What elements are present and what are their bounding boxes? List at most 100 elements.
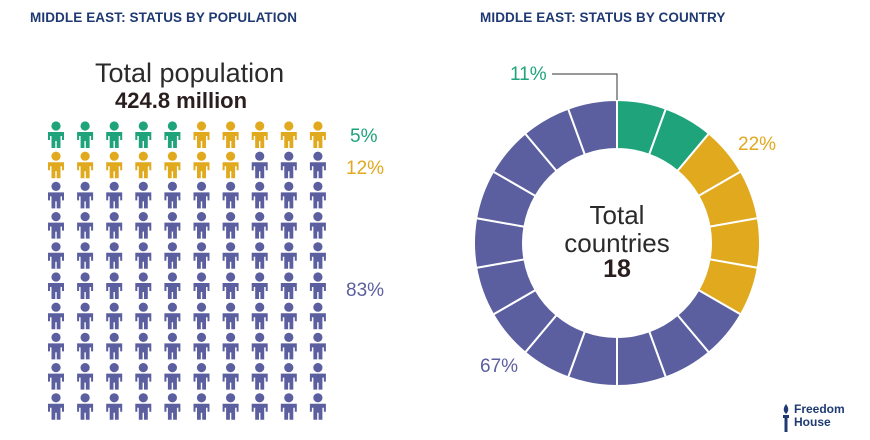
person-icon bbox=[309, 212, 326, 239]
person-icon bbox=[251, 151, 268, 179]
person-icon bbox=[135, 151, 152, 179]
person-icon bbox=[135, 393, 152, 420]
population-not-free-percent: 83% bbox=[346, 280, 385, 301]
person-icon bbox=[164, 121, 181, 148]
person-icon bbox=[48, 212, 64, 239]
person-icon bbox=[106, 363, 123, 390]
person-icon bbox=[222, 332, 239, 360]
population-pictograph bbox=[48, 121, 326, 420]
person-icon bbox=[222, 212, 239, 239]
total-countries-label-line1: Total bbox=[589, 200, 645, 230]
person-icon bbox=[77, 212, 94, 239]
person-icon bbox=[164, 363, 181, 390]
person-icon bbox=[222, 302, 239, 330]
total-population-value: 424.8 million bbox=[115, 88, 248, 113]
person-icon bbox=[135, 242, 152, 269]
person-icon bbox=[309, 302, 326, 330]
person-icon bbox=[251, 181, 268, 209]
total-countries-count: 18 bbox=[603, 255, 631, 283]
population-free-percent: 5% bbox=[350, 126, 378, 147]
person-icon bbox=[222, 242, 239, 269]
person-icon bbox=[77, 121, 94, 148]
person-icon bbox=[106, 272, 123, 299]
person-icon bbox=[251, 272, 268, 299]
person-icon bbox=[309, 242, 326, 269]
person-icon bbox=[309, 272, 326, 299]
person-icon bbox=[222, 363, 239, 390]
person-icon bbox=[164, 302, 181, 330]
population-partly-free-percent: 12% bbox=[346, 158, 385, 179]
person-icon bbox=[222, 181, 239, 209]
person-icon bbox=[77, 393, 94, 420]
freedom-house-logo: Freedom House bbox=[780, 403, 860, 435]
person-icon bbox=[309, 393, 326, 420]
person-icon bbox=[222, 272, 239, 299]
person-icon bbox=[193, 332, 210, 360]
person-icon bbox=[77, 332, 94, 360]
person-icon bbox=[164, 181, 181, 209]
person-icon bbox=[77, 242, 94, 269]
country-not-free-percent: 67% bbox=[480, 356, 519, 377]
person-icon bbox=[135, 121, 152, 148]
person-icon bbox=[48, 242, 64, 269]
person-icon bbox=[106, 181, 123, 209]
person-icon bbox=[193, 212, 210, 239]
person-icon bbox=[280, 212, 297, 239]
person-icon bbox=[280, 332, 297, 360]
person-icon bbox=[280, 151, 297, 179]
person-icon bbox=[193, 302, 210, 330]
person-icon bbox=[222, 393, 239, 420]
person-icon bbox=[48, 302, 64, 330]
total-population-label: Total population bbox=[95, 58, 285, 88]
person-icon bbox=[164, 212, 181, 239]
person-icon bbox=[135, 332, 152, 360]
person-icon bbox=[251, 242, 268, 269]
person-icon bbox=[48, 121, 64, 148]
person-icon bbox=[280, 121, 297, 148]
country-free-percent: 11% bbox=[510, 64, 547, 85]
total-countries-label-line2: countries bbox=[564, 228, 670, 258]
logo-line1: Freedom bbox=[794, 402, 845, 416]
person-icon bbox=[77, 302, 94, 330]
person-icon bbox=[48, 393, 64, 420]
country-panel-title: MIDDLE EAST: STATUS BY COUNTRY bbox=[480, 10, 726, 25]
person-icon bbox=[193, 121, 210, 148]
person-icon bbox=[106, 212, 123, 239]
person-icon bbox=[251, 302, 268, 330]
person-icon bbox=[222, 121, 239, 148]
person-icon bbox=[193, 181, 210, 209]
person-icon bbox=[135, 363, 152, 390]
person-icon bbox=[106, 121, 123, 148]
person-icon bbox=[309, 181, 326, 209]
person-icon bbox=[48, 272, 64, 299]
person-icon bbox=[280, 242, 297, 269]
free-leader-line bbox=[552, 73, 618, 100]
person-icon bbox=[251, 393, 268, 420]
person-icon bbox=[309, 363, 326, 390]
logo-line2: House bbox=[794, 415, 831, 429]
person-icon bbox=[48, 332, 64, 360]
person-icon bbox=[135, 272, 152, 299]
person-icon bbox=[309, 121, 326, 148]
person-icon bbox=[193, 363, 210, 390]
person-icon bbox=[164, 332, 181, 360]
person-icon bbox=[48, 151, 64, 179]
population-panel-title: MIDDLE EAST: STATUS BY POPULATION bbox=[30, 10, 298, 25]
person-icon bbox=[135, 302, 152, 330]
person-icon bbox=[280, 272, 297, 299]
person-icon bbox=[106, 332, 123, 360]
person-icon bbox=[135, 212, 152, 239]
person-icon bbox=[280, 363, 297, 390]
donut-segment-not-free bbox=[566, 98, 618, 156]
person-icon bbox=[164, 272, 181, 299]
person-icon bbox=[77, 363, 94, 390]
person-icon bbox=[193, 393, 210, 420]
country-partly-free-percent: 22% bbox=[738, 134, 777, 155]
person-icon bbox=[77, 181, 94, 209]
person-icon bbox=[280, 302, 297, 330]
person-icon bbox=[193, 272, 210, 299]
person-icon bbox=[106, 242, 123, 269]
person-icon bbox=[164, 242, 181, 269]
person-icon bbox=[77, 151, 94, 179]
person-icon bbox=[309, 151, 326, 179]
